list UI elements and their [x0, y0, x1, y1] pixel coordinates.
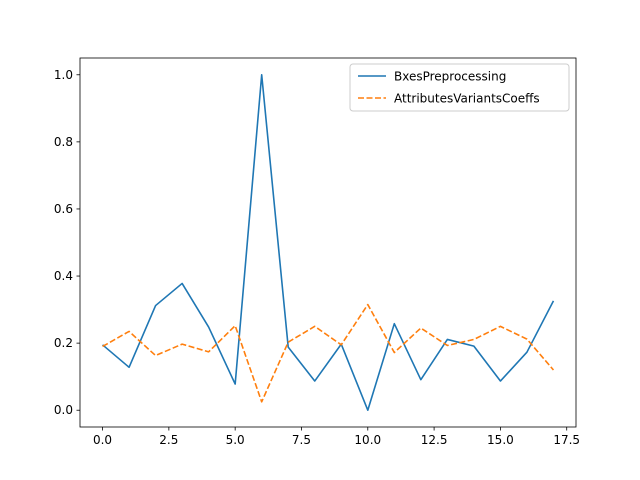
- x-tick-label: 15.0: [487, 433, 514, 447]
- x-tick-label: 7.5: [292, 433, 311, 447]
- x-tick-label: 0.0: [93, 433, 112, 447]
- y-tick-label: 0.8: [54, 135, 73, 149]
- plot-area: [102, 73, 555, 412]
- y-tick-label: 0.2: [54, 336, 73, 350]
- x-tick-label: 10.0: [354, 433, 381, 447]
- x-tick-label: 17.5: [553, 433, 580, 447]
- y-tick-label: 0.4: [54, 269, 73, 283]
- y-tick-label: 0.6: [54, 202, 73, 216]
- series-line-attributesvariantscoeffs: [102, 303, 555, 403]
- x-axis: 0.0 2.5 5.0 7.5 10.0 12.5 15.0 17.5: [93, 427, 580, 447]
- legend-box: [349, 63, 570, 112]
- series-line-bxespreprocessing: [102, 73, 555, 412]
- x-tick-label: 12.5: [421, 433, 448, 447]
- axes-frame: [79, 57, 577, 428]
- y-tick-label: 0.0: [54, 403, 73, 417]
- legend-label: AttributesVariantsCoeffs: [394, 92, 540, 106]
- y-axis: 0.0 0.2 0.4 0.6 0.8 1.0: [54, 68, 80, 417]
- x-tick-label: 2.5: [159, 433, 178, 447]
- legend-label: BxesPreprocessing: [394, 70, 506, 84]
- y-tick-label: 1.0: [54, 68, 73, 82]
- legend: BxesPreprocessing AttributesVariantsCoeff…: [349, 63, 570, 112]
- x-tick-label: 5.0: [226, 433, 245, 447]
